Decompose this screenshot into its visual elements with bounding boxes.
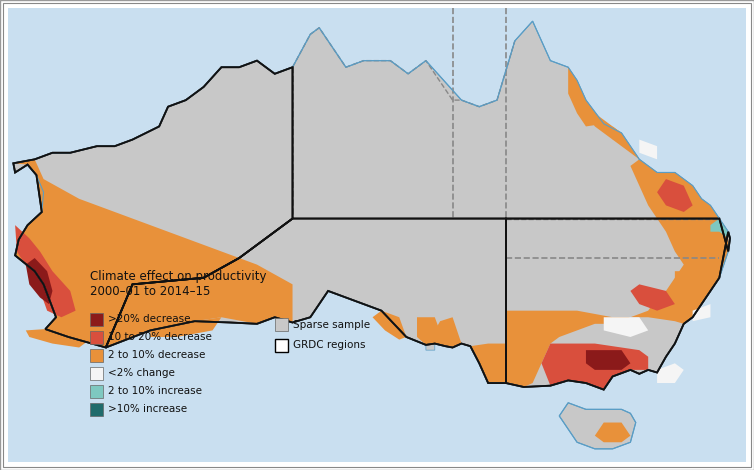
Bar <box>90 403 103 416</box>
Polygon shape <box>710 219 728 238</box>
Polygon shape <box>506 159 728 387</box>
Text: 2 to 10% increase: 2 to 10% increase <box>108 386 202 397</box>
Bar <box>275 339 288 352</box>
Polygon shape <box>559 403 636 449</box>
Polygon shape <box>586 350 630 370</box>
Text: GRDC regions: GRDC regions <box>293 340 366 351</box>
Polygon shape <box>675 271 719 291</box>
Polygon shape <box>630 284 675 311</box>
Polygon shape <box>417 317 446 346</box>
Polygon shape <box>541 344 648 390</box>
Polygon shape <box>595 423 630 442</box>
Polygon shape <box>693 251 728 278</box>
Polygon shape <box>586 107 621 140</box>
Text: Climate effect on productivity
2000–01 to 2014–15: Climate effect on productivity 2000–01 t… <box>90 270 266 298</box>
Bar <box>90 385 103 398</box>
Polygon shape <box>604 317 648 337</box>
Text: >10% increase: >10% increase <box>108 405 187 415</box>
Polygon shape <box>657 179 693 212</box>
Bar <box>275 318 288 331</box>
Polygon shape <box>14 159 293 347</box>
Polygon shape <box>372 311 406 340</box>
Text: Sparse sample: Sparse sample <box>293 320 370 329</box>
Polygon shape <box>14 21 730 390</box>
Polygon shape <box>657 363 684 383</box>
Bar <box>90 349 103 362</box>
Polygon shape <box>693 304 710 321</box>
Polygon shape <box>426 344 435 350</box>
Bar <box>90 313 103 326</box>
Text: 10 to 20% decrease: 10 to 20% decrease <box>108 332 212 343</box>
Text: >20% decrease: >20% decrease <box>108 314 191 324</box>
Polygon shape <box>26 258 53 304</box>
Polygon shape <box>150 317 222 337</box>
Polygon shape <box>569 67 604 126</box>
Bar <box>90 331 103 344</box>
Polygon shape <box>613 126 728 251</box>
Text: <2% change: <2% change <box>108 368 175 378</box>
Text: 2 to 10% decrease: 2 to 10% decrease <box>108 351 205 360</box>
Polygon shape <box>15 225 75 317</box>
Polygon shape <box>470 344 506 383</box>
Polygon shape <box>26 329 88 347</box>
Polygon shape <box>435 317 461 347</box>
Bar <box>90 367 103 380</box>
Polygon shape <box>639 140 657 159</box>
